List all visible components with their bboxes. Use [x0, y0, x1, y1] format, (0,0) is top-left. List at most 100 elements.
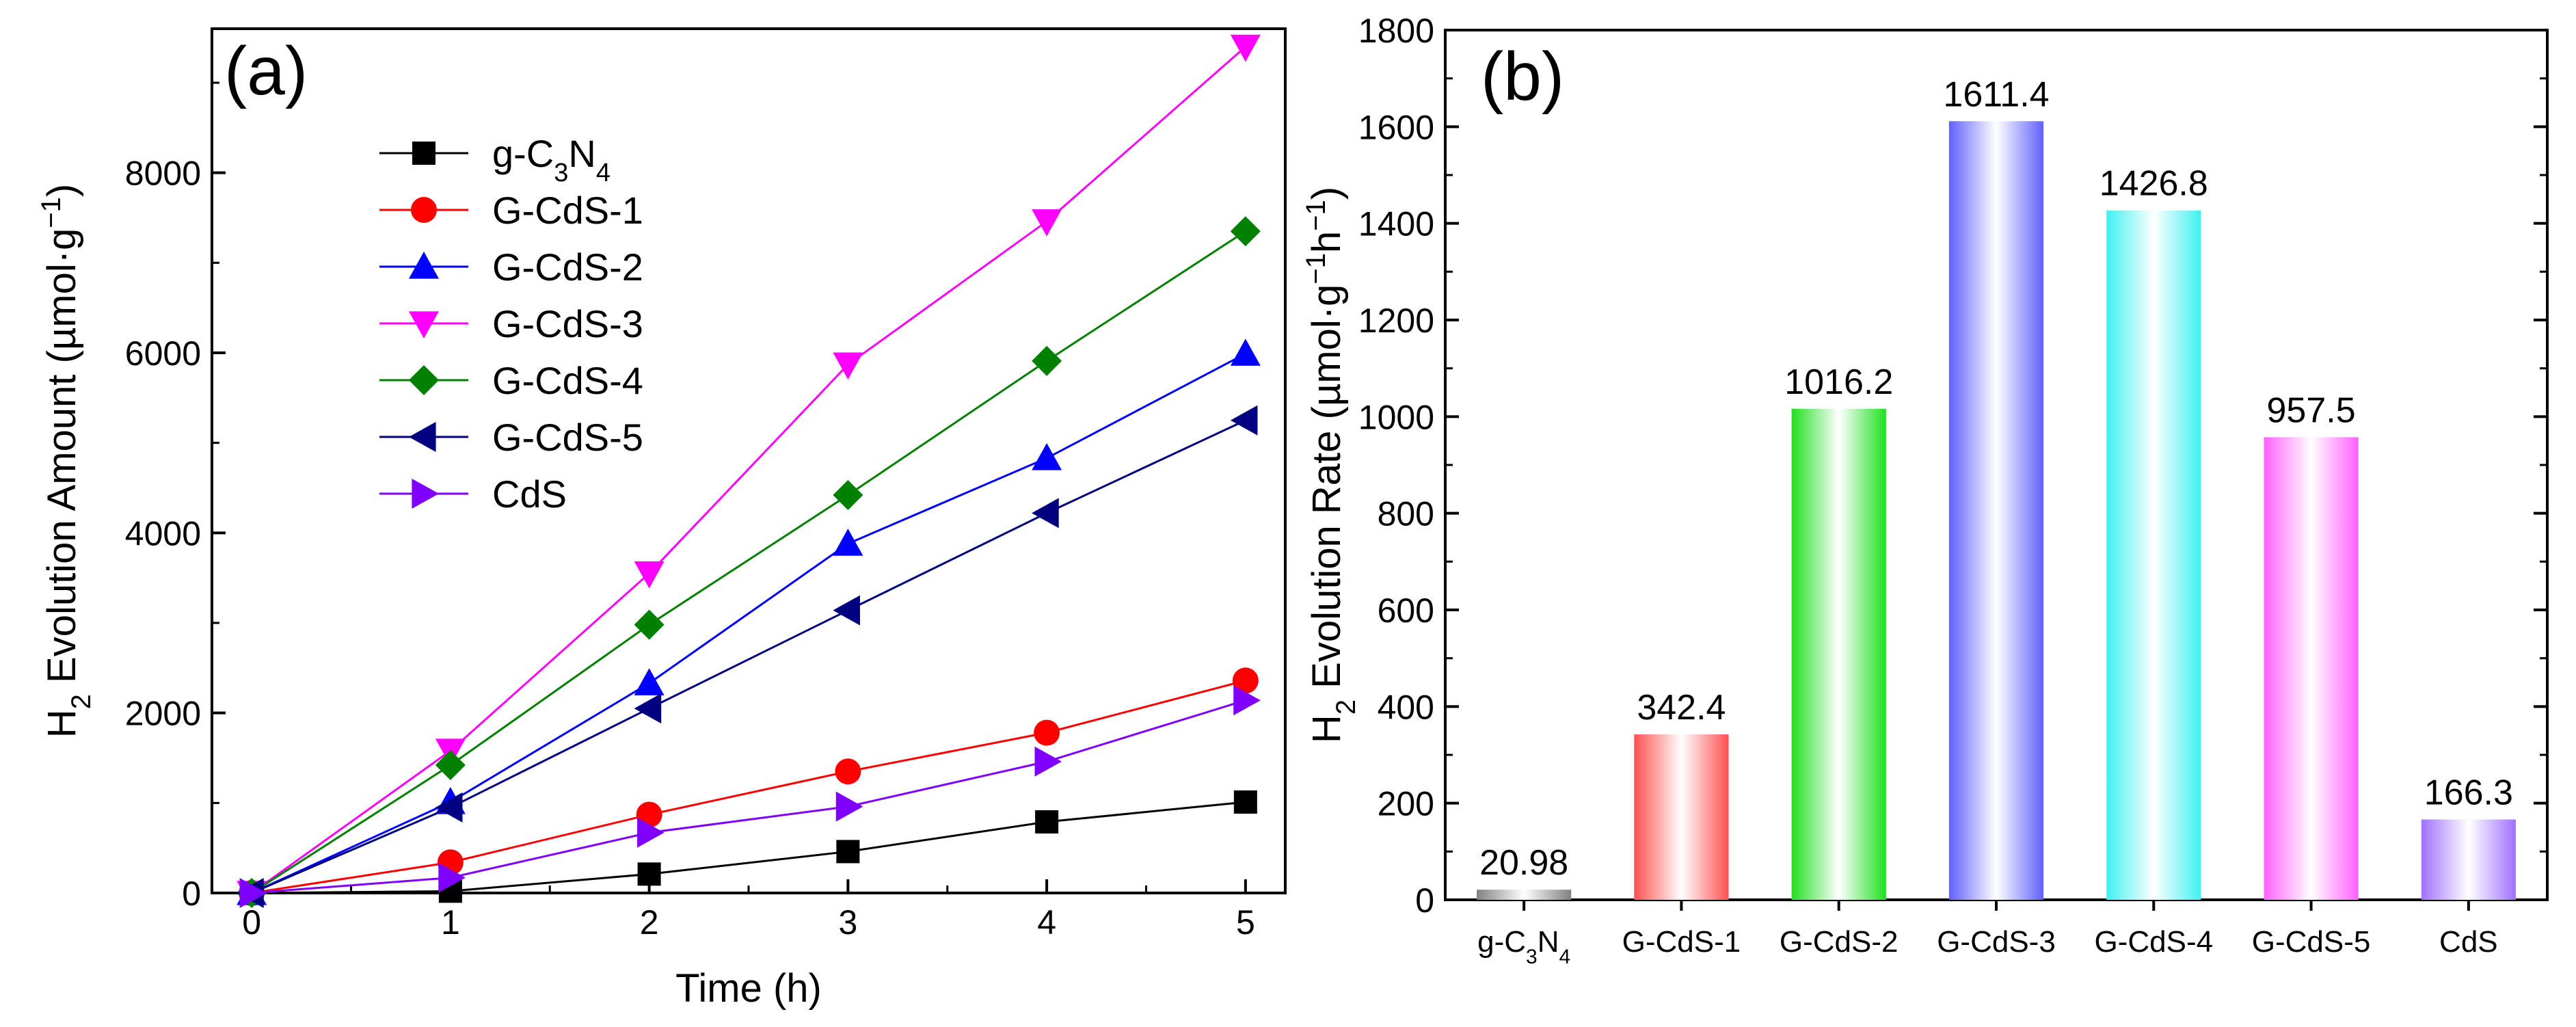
series-G-CdS-3 [237, 34, 1261, 908]
legend-marker [409, 422, 436, 452]
bar-value-label: 20.98 [1479, 843, 1568, 883]
series-line [252, 801, 1246, 894]
data-point [637, 817, 665, 848]
x-axis-title: Time (h) [675, 966, 822, 1011]
data-point [833, 480, 863, 511]
bar-value-label: 342.4 [1637, 688, 1726, 728]
legend-marker [409, 252, 439, 279]
series-line [251, 679, 1246, 894]
legend-marker [411, 197, 437, 223]
data-point [438, 862, 466, 893]
data-point [836, 840, 860, 864]
legend-marker [409, 365, 439, 395]
panel-a-line-chart: 0 1 2 3 4 5 0 2000 4000 6000 8000 Time (h) H2 Evolut… [36, 27, 1287, 1011]
category-label: G-CdS-3 [1937, 925, 2056, 959]
data-point [835, 791, 863, 822]
legend-entry: G-CdS-3 [379, 302, 643, 345]
data-point [1032, 345, 1062, 376]
bar-value-label: 1611.4 [1943, 75, 2049, 114]
legend-marker [412, 142, 435, 165]
data-point [634, 693, 662, 724]
category-label: G-CdS-1 [1622, 925, 1741, 959]
bar-g-C3N4 [1477, 890, 1572, 900]
series-CdS [239, 685, 1261, 908]
legend-label: G-CdS-4 [492, 359, 643, 402]
y-tick-label: 200 [1378, 785, 1434, 823]
category-label: G-CdS-5 [2252, 925, 2371, 959]
data-point [1233, 790, 1257, 814]
data-point [239, 878, 267, 908]
y-tick-label: 6000 [125, 334, 201, 373]
bar-value-label: 1016.2 [1784, 362, 1893, 402]
data-point [634, 561, 665, 589]
category-label: g-C3N4 [1477, 925, 1570, 968]
legend-label: G-CdS-3 [492, 302, 643, 345]
legend-label: g-C3N4 [492, 132, 611, 187]
bar-G-CdS-5 [2264, 437, 2359, 900]
y-tick-label: 1400 [1358, 205, 1434, 243]
bar-value-label: 1426.8 [2099, 164, 2208, 204]
series-G-CdS-1 [239, 667, 1259, 906]
data-point [1034, 746, 1062, 777]
bar-G-CdS-1 [1634, 734, 1729, 900]
panel-b-bar-chart: 0 200 400 600 800 1000 1200 1400 1600 1800 H2 Evol… [1301, 12, 2549, 968]
series-line [251, 230, 1246, 894]
data-point [1034, 719, 1060, 746]
legend-label: G-CdS-5 [492, 416, 643, 459]
y-tick-label: 800 [1378, 495, 1434, 533]
series-line [252, 699, 1246, 894]
legend-label: CdS [492, 472, 567, 516]
legend-entry: CdS [379, 472, 567, 516]
y-axis-title: H2 Evolution Amount (µmol·g−1) [36, 184, 96, 738]
bar-value-label: 166.3 [2424, 773, 2513, 812]
y-tick-label: 8000 [125, 155, 201, 193]
series-G-CdS-5 [237, 405, 1258, 908]
series-line [251, 419, 1246, 894]
legend-label: G-CdS-2 [492, 245, 643, 289]
data-point [1233, 685, 1261, 716]
bar-G-CdS-2 [1791, 408, 1886, 900]
legend-marker [409, 311, 439, 338]
x-tick-label: 2 [640, 903, 659, 942]
bar-G-CdS-3 [1948, 121, 2044, 900]
x-tick-label: 3 [838, 903, 857, 942]
category-label: G-CdS-2 [1780, 925, 1899, 959]
panel-label-b: (b) [1481, 38, 1564, 115]
panel-label-a: (a) [224, 33, 308, 109]
y-tick-label: 4000 [125, 514, 201, 552]
data-point [1035, 810, 1059, 833]
series-line [251, 46, 1246, 894]
data-point [1230, 405, 1258, 436]
data-point [833, 352, 863, 380]
data-point [435, 750, 466, 781]
data-point [833, 529, 863, 556]
legend-label: G-CdS-1 [492, 189, 643, 232]
data-point [835, 758, 861, 785]
series-G-CdS-4 [237, 216, 1261, 908]
legend-entry: G-CdS-4 [379, 359, 643, 402]
bar-CdS [2421, 819, 2516, 900]
y-tick-label: 2000 [125, 695, 201, 733]
y-tick-label: 0 [1415, 881, 1434, 920]
y-tick-label: 600 [1378, 591, 1434, 630]
legend-entry: G-CdS-1 [379, 189, 643, 232]
x-tick-label: 1 [441, 903, 460, 942]
y-axis-title: H2 Evolution Rate (µmol·g−1h−1) [1301, 187, 1361, 743]
plot-frame [211, 27, 1287, 894]
y-tick-label: 400 [1378, 688, 1434, 726]
data-point [1230, 34, 1261, 62]
data-point [833, 595, 860, 626]
data-point [1032, 443, 1062, 470]
legend-entry: G-CdS-5 [379, 416, 643, 459]
y-tick-label: 1600 [1358, 108, 1434, 146]
data-point [634, 668, 665, 695]
data-point [634, 609, 665, 640]
bar-G-CdS-4 [2106, 210, 2201, 900]
series-line [251, 352, 1246, 894]
y-tick-label: 1800 [1358, 12, 1434, 50]
legend-entry: G-CdS-2 [379, 245, 643, 289]
data-point [1230, 338, 1261, 366]
category-label: G-CdS-4 [2094, 925, 2213, 959]
y-tick-label: 0 [182, 875, 201, 913]
